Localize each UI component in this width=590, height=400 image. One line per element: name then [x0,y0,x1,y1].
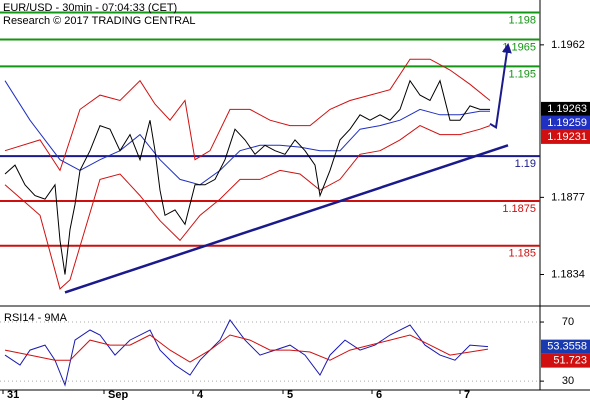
price-label-box [541,129,590,144]
level-label: 1.19 [515,158,536,170]
price-label: 1.19263 [547,103,587,115]
chart-title: EUR/USD - 30min - 07:04:33 (CET) [3,2,177,14]
x-tick-label: 31 [7,389,19,400]
x-tick-label: Sep [108,389,128,400]
level-label: 1.185 [508,248,536,260]
price-label-box [541,339,590,354]
series-line [4,58,491,172]
level-label: 1.198 [508,14,536,26]
series-line [4,319,489,387]
x-tick-label: 6 [376,389,382,400]
y-tick-label: 30 [562,375,574,387]
series-line [4,80,490,186]
x-tick-label: 7 [464,389,470,400]
series-line [4,125,491,290]
rsi-panel [0,308,540,390]
x-tick-label: 5 [287,389,293,400]
level-label: 1.1875 [502,203,536,215]
chart-subtitle: Research © 2017 TRADING CENTRAL [3,15,196,27]
series-line [64,144,509,294]
series-line [489,42,512,130]
series-line [4,334,489,363]
price-label-box [541,115,590,130]
y-tick-label: 1.1962 [551,39,585,51]
x-tick-label: 4 [197,389,204,400]
price-panel [0,0,540,305]
series-line [4,79,490,275]
price-label-box [541,101,590,116]
price-label: 1.19259 [547,117,587,129]
y-tick-label: 1.1834 [551,268,585,280]
level-label: 1.195 [508,68,536,80]
price-label-box [541,353,590,368]
price-label: 1.19231 [547,131,587,143]
y-tick-label: 70 [562,316,574,328]
price-label: 51.723 [553,355,587,367]
rsi-chart: 70 30 31 Sep 4 5 6 7 53.3558 51.723 [0,316,590,400]
rsi-title: RSI14 - 9MA [4,312,68,324]
y-tick-label: 1.1877 [551,191,585,203]
price-chart: 1.19621.18771.18341.1981.19651.1951.191.… [0,11,590,294]
price-label: 53.3558 [547,341,587,353]
